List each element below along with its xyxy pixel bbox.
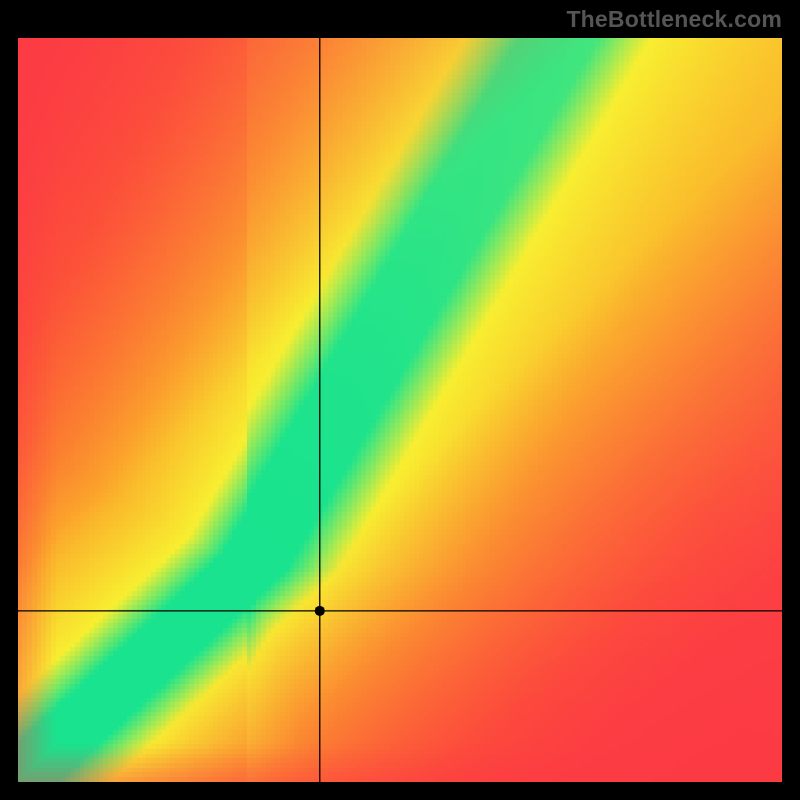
watermark-text: TheBottleneck.com — [566, 6, 782, 33]
bottleneck-heatmap — [18, 38, 782, 782]
chart-container: { "watermark": "TheBottleneck.com", "cha… — [0, 0, 800, 800]
